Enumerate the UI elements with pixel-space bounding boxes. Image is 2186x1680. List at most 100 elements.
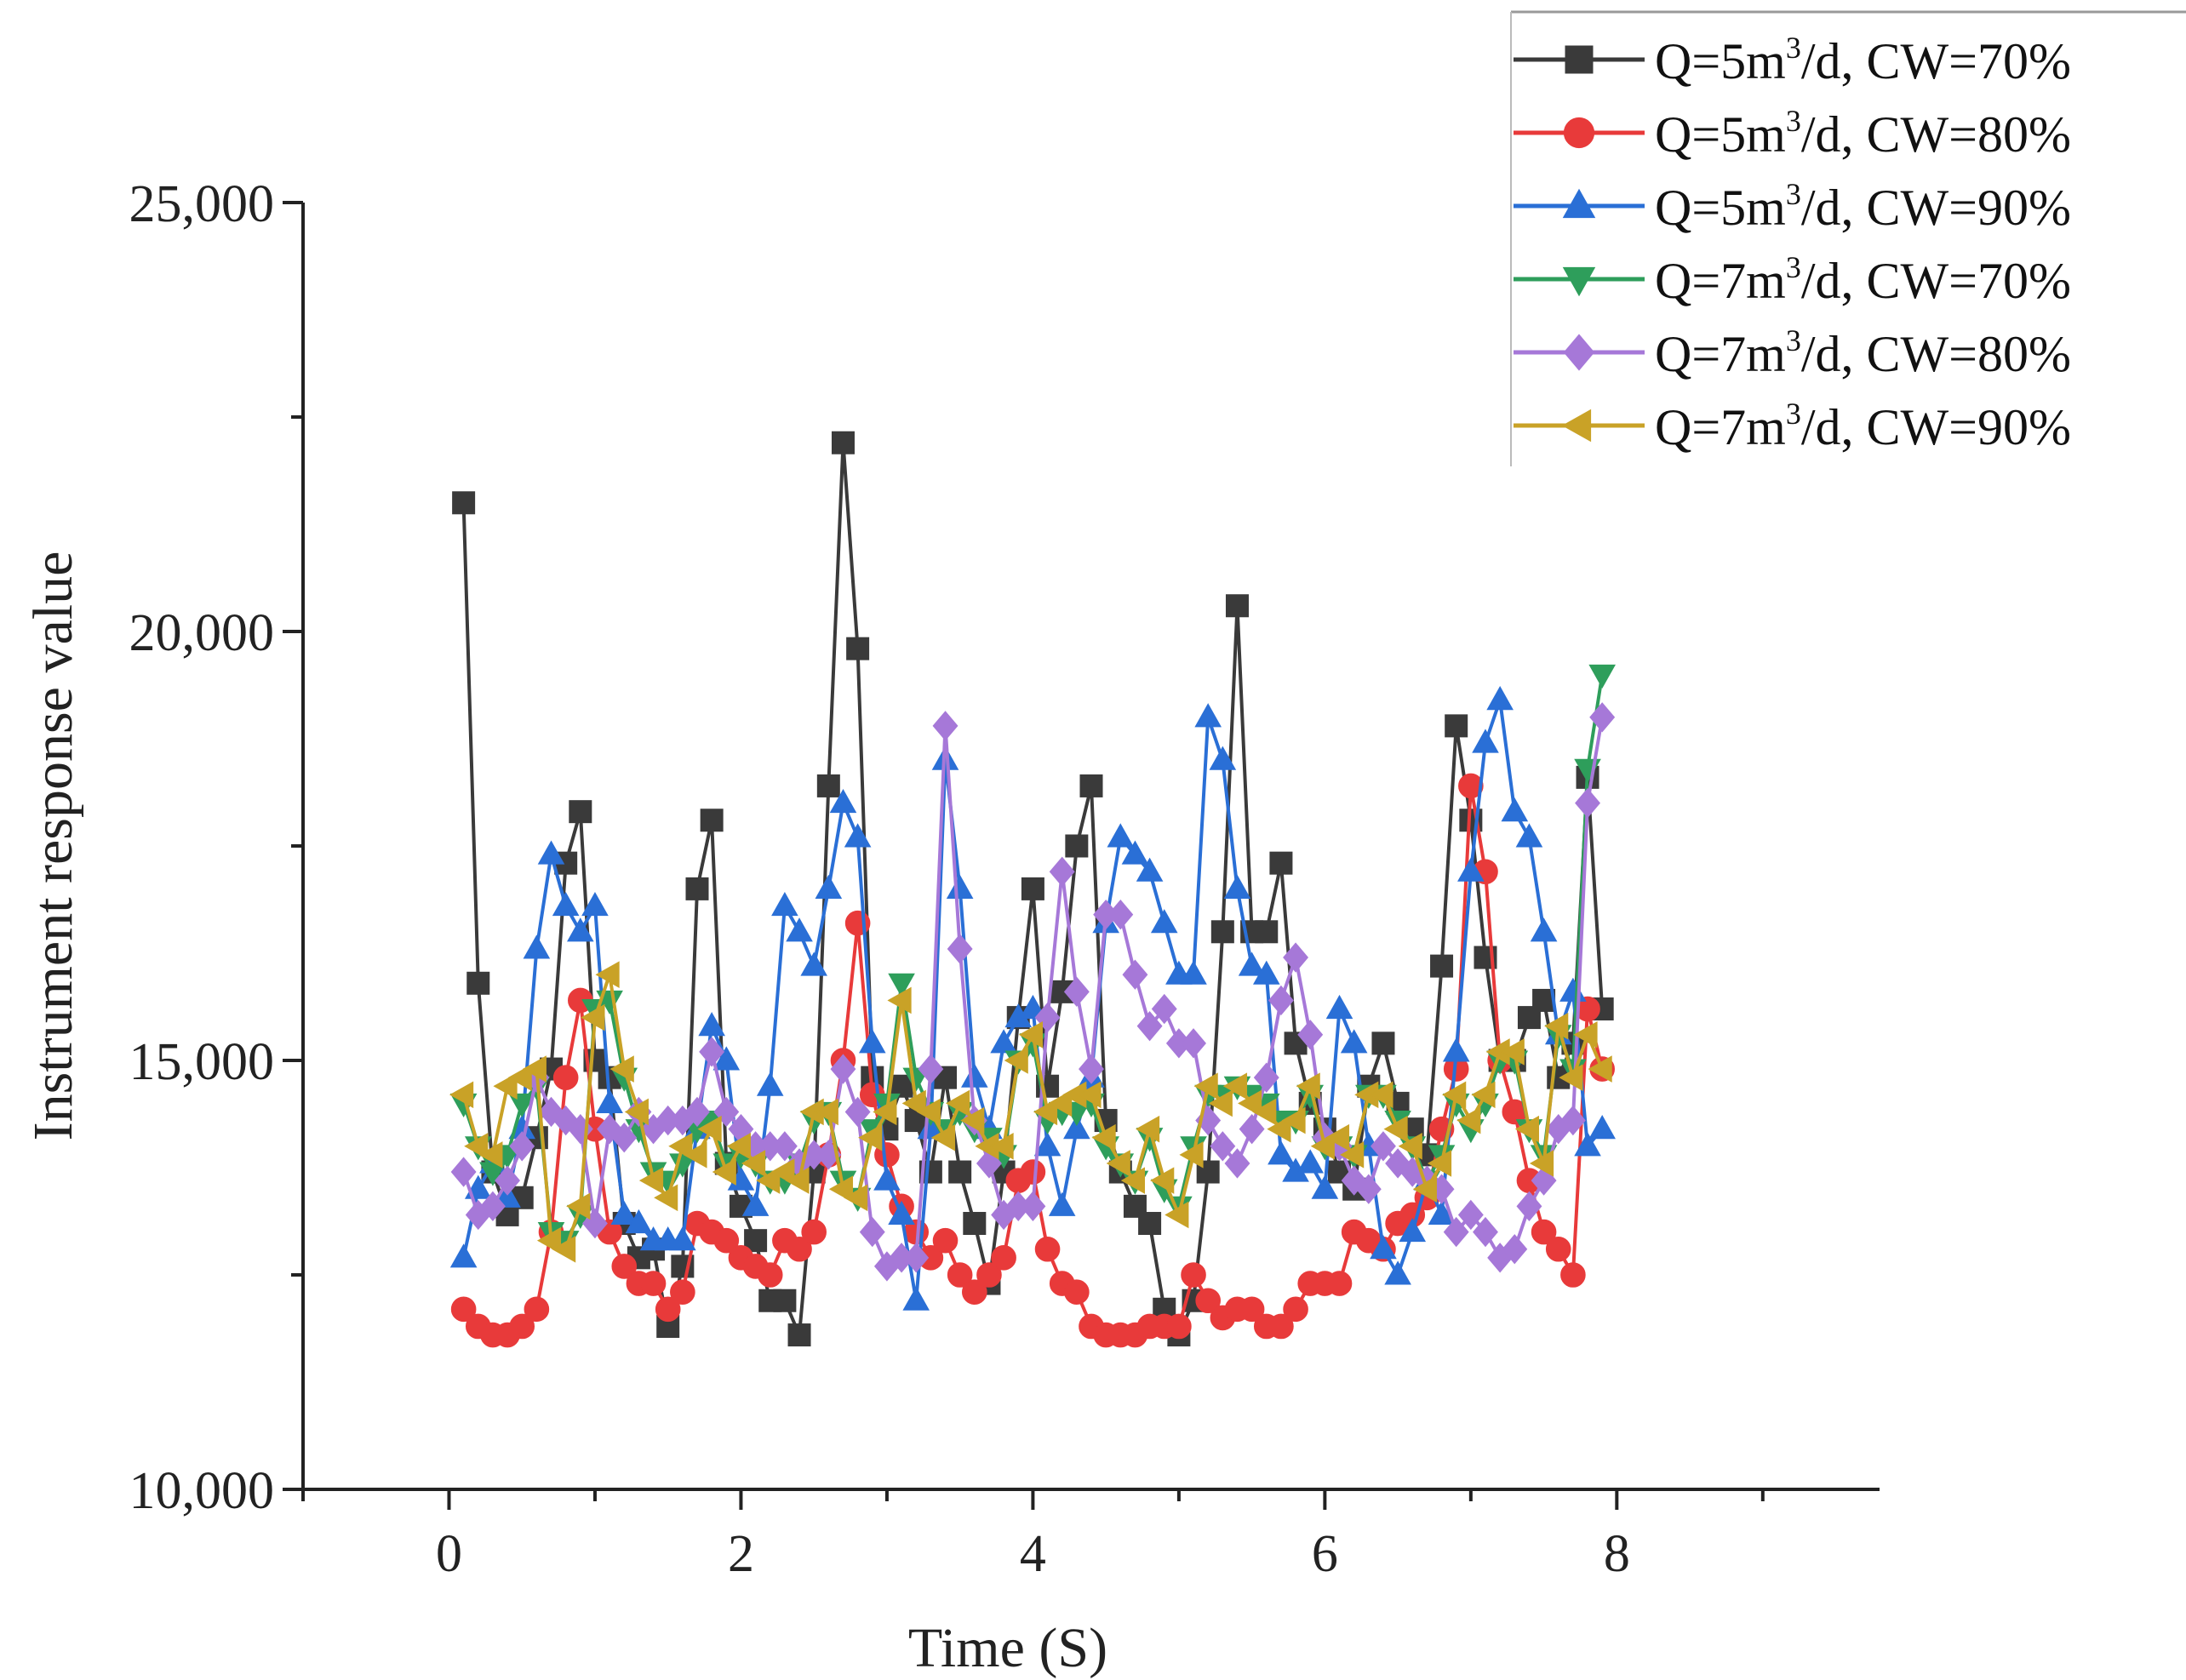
data-point <box>962 1279 987 1305</box>
data-point <box>1193 1072 1218 1100</box>
y-ticks: 10,000 15,000 20,000 25,000 <box>129 175 303 1520</box>
data-point <box>1079 1054 1104 1084</box>
data-point <box>624 1098 649 1126</box>
data-point <box>1020 1191 1046 1222</box>
data-point <box>1063 976 1090 1008</box>
legend-label: Q=5m3/d, CW=90% <box>1655 177 2071 236</box>
data-point <box>976 1262 1002 1288</box>
data-point <box>757 1262 783 1288</box>
x-tick-label: 0 <box>436 1525 462 1583</box>
data-point <box>989 1132 1014 1160</box>
y-axis-label: Instrument response value <box>22 551 84 1141</box>
legend-label: Q=5m3/d, CW=80% <box>1655 104 2071 163</box>
data-point <box>1545 1236 1571 1262</box>
data-point <box>522 1055 546 1083</box>
data-point <box>1165 1201 1189 1229</box>
data-point <box>1268 1140 1295 1165</box>
data-point <box>1181 1028 1206 1059</box>
data-point <box>1412 1175 1437 1203</box>
data-point <box>464 1132 489 1160</box>
data-point <box>1442 1081 1467 1109</box>
data-point <box>963 1212 987 1236</box>
data-point <box>787 1236 812 1262</box>
data-point <box>1575 787 1600 819</box>
data-point <box>1486 686 1514 711</box>
data-point <box>597 1113 623 1145</box>
data-point <box>961 1063 988 1088</box>
data-point <box>1574 1132 1601 1157</box>
data-point <box>698 1012 725 1037</box>
data-point <box>1355 1174 1382 1204</box>
data-point <box>625 1209 653 1234</box>
data-point <box>640 1271 667 1296</box>
data-point <box>1121 840 1149 865</box>
data-point <box>1514 1115 1539 1143</box>
data-point <box>668 1132 693 1160</box>
data-point <box>1269 851 1293 875</box>
data-point <box>552 1235 576 1263</box>
data-point <box>741 1150 766 1177</box>
data-point <box>1064 1279 1090 1305</box>
data-point <box>536 1226 562 1254</box>
legend-entry: Q=5m3/d, CW=90% <box>1514 177 2071 236</box>
x-axis-label: Time (S) <box>908 1617 1107 1679</box>
data-point <box>452 491 476 515</box>
data-point <box>712 1046 741 1071</box>
legend-marker <box>1565 45 1594 74</box>
data-point <box>1239 1113 1265 1145</box>
data-point <box>741 1191 770 1216</box>
data-point <box>1281 1106 1306 1134</box>
data-point <box>1502 1234 1528 1265</box>
data-point <box>654 1184 678 1212</box>
data-point <box>670 1279 695 1305</box>
data-point <box>1107 899 1134 930</box>
data-point <box>1532 988 1556 1012</box>
legend-entry: Q=5m3/d, CW=80% <box>1514 104 2071 163</box>
data-point <box>903 1243 930 1273</box>
data-point <box>1445 714 1468 738</box>
data-point <box>946 874 974 899</box>
data-point <box>1283 942 1309 973</box>
data-point <box>669 1226 696 1251</box>
data-point <box>756 1071 784 1096</box>
data-point <box>1138 1212 1162 1236</box>
data-point <box>1034 1236 1061 1262</box>
legend-marker <box>1563 117 1595 149</box>
data-point <box>449 1243 478 1268</box>
data-point <box>902 1286 930 1311</box>
data-point <box>712 1158 736 1186</box>
data-point <box>1181 1262 1206 1288</box>
data-point <box>1573 1020 1598 1049</box>
data-point <box>596 1089 623 1113</box>
data-point <box>873 1166 901 1191</box>
data-point <box>1136 857 1164 882</box>
data-point <box>1472 729 1499 753</box>
data-point <box>685 877 709 900</box>
data-point <box>786 917 813 942</box>
data-point <box>537 840 565 865</box>
data-point <box>1371 1131 1396 1162</box>
data-point <box>831 431 855 454</box>
data-point <box>1384 1260 1411 1285</box>
y-tick-label: 15,000 <box>129 1033 275 1091</box>
data-point <box>1442 1037 1470 1062</box>
data-point <box>1515 823 1543 848</box>
legend-entry: Q=7m3/d, CW=80% <box>1514 323 2071 382</box>
data-point <box>1473 1216 1498 1248</box>
data-point <box>930 1123 956 1151</box>
x-ticks: 0 2 4 6 8 <box>301 1489 1765 1583</box>
data-point <box>830 1054 856 1084</box>
data-point <box>1253 1062 1279 1093</box>
data-point <box>1135 1115 1160 1143</box>
y-tick-label: 25,000 <box>129 175 275 233</box>
data-point <box>1223 874 1251 899</box>
data-point <box>1048 1089 1073 1117</box>
data-point <box>1238 1089 1262 1117</box>
data-point <box>1588 664 1616 689</box>
data-point <box>901 1089 926 1117</box>
data-point <box>1430 954 1454 978</box>
data-point <box>1399 1217 1427 1243</box>
legend-label: Q=7m3/d, CW=90% <box>1655 397 2071 455</box>
data-point <box>699 1037 725 1067</box>
